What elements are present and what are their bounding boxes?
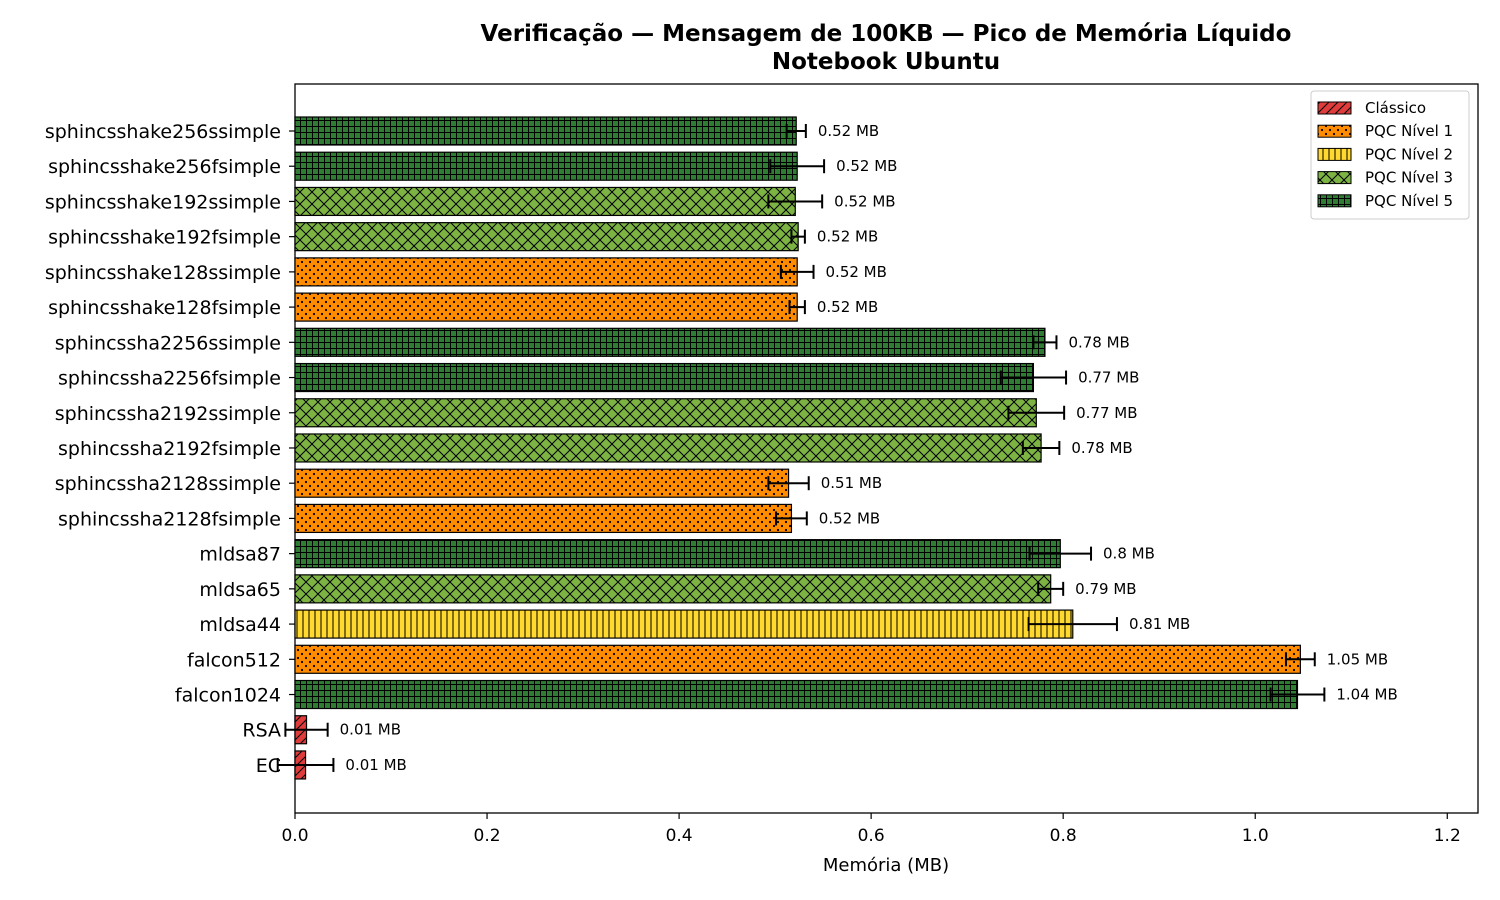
legend-swatch-classico <box>1317 101 1352 115</box>
chart-subtitle: Notebook Ubuntu <box>772 49 1000 75</box>
data-label: 0.52 MB <box>819 509 880 527</box>
y-tick-label: sphincssha2192fsimple <box>58 438 281 460</box>
y-tick-label: sphincsshake128fsimple <box>48 297 281 319</box>
y-tick-label: mldsa65 <box>199 579 281 601</box>
legend: Clássico PQC Nível 1 PQC Nível 2 PQC Nível … <box>1310 90 1470 220</box>
y-tick-label: sphincsshake128ssimple <box>45 262 281 284</box>
x-tick-label: 1.2 <box>1434 826 1461 846</box>
x-axis-label: Memória (MB) <box>823 855 949 876</box>
legend-label: PQC Nível 5 <box>1365 192 1453 210</box>
data-label: 0.81 MB <box>1129 615 1190 633</box>
bar-falcon512 <box>294 644 1301 674</box>
y-tick-label: falcon1024 <box>175 685 281 707</box>
bar-sphincsshake192fsimple <box>294 222 799 252</box>
chart-title: Verificação — Mensagem de 100KB — Pico d… <box>481 21 1292 47</box>
data-label: 0.52 MB <box>826 263 887 281</box>
data-label: 0.8 MB <box>1103 545 1155 563</box>
y-tick-label: falcon512 <box>187 649 281 671</box>
bar-sphincssha2192ssimple <box>294 398 1037 428</box>
data-label: 0.01 MB <box>340 721 401 739</box>
data-label: 1.05 MB <box>1327 650 1388 668</box>
bar-sphincssha2128fsimple <box>294 503 793 534</box>
data-label: 1.04 MB <box>1336 686 1397 704</box>
data-label: 0.52 MB <box>817 298 878 316</box>
bar-sphincssha2192fsimple <box>294 433 1042 463</box>
bar-sphincsshake128fsimple <box>294 292 798 322</box>
y-tick-label: sphincssha2256fsimple <box>58 368 281 390</box>
x-tick-label: 0.0 <box>281 826 308 846</box>
bar-sphincssha2128ssimple <box>294 468 790 498</box>
y-tick-label: sphincssha2256ssimple <box>55 332 281 354</box>
bar-sphincsshake256fsimple <box>294 151 798 181</box>
bar-mldsa87 <box>294 539 1061 569</box>
data-label: 0.51 MB <box>821 474 882 492</box>
y-tick-label: EC <box>256 755 281 777</box>
data-label: 0.01 MB <box>345 756 406 774</box>
data-label: 0.52 MB <box>836 157 897 175</box>
data-label: 0.78 MB <box>1071 439 1132 457</box>
bar-sphincsshake128ssimple <box>294 257 798 287</box>
x-tick-label: 0.4 <box>666 826 693 846</box>
data-label: 0.77 MB <box>1078 369 1139 387</box>
legend-swatch-n5 <box>1317 194 1352 208</box>
y-tick-label: sphincsshake192fsimple <box>48 227 281 249</box>
x-axis: 0.0 0.2 0.4 0.6 0.8 1.0 1.2 <box>281 813 1461 846</box>
legend-label: Clássico <box>1365 99 1426 117</box>
legend-label: PQC Nível 1 <box>1365 122 1453 140</box>
bars-layer: 0.52 MB 0.52 MB 0.52 MB 0.52 MB 0.52 MB 0.52 … <box>276 116 1398 780</box>
y-tick-label: mldsa87 <box>199 544 281 566</box>
x-tick-label: 0.6 <box>858 826 885 846</box>
x-tick-label: 0.8 <box>1050 826 1077 846</box>
data-label: 0.78 MB <box>1068 333 1129 351</box>
data-label: 0.52 MB <box>817 228 878 246</box>
legend-swatch-n1 <box>1317 124 1352 138</box>
data-label: 0.79 MB <box>1075 580 1136 598</box>
y-tick-label: sphincsshake256ssimple <box>45 121 281 143</box>
bar-sphincsshake192ssimple <box>294 186 796 217</box>
data-label: 0.52 MB <box>818 122 879 140</box>
x-tick-label: 1.0 <box>1242 826 1269 846</box>
y-tick-label: sphincsshake192ssimple <box>45 191 281 213</box>
bar-sphincsshake256ssimple <box>294 116 797 146</box>
y-tick-label: sphincssha2128fsimple <box>58 508 281 530</box>
bar-sphincssha2256fsimple <box>294 362 1035 393</box>
y-tick-label: sphincssha2128ssimple <box>55 473 281 495</box>
legend-label: PQC Nível 2 <box>1365 145 1453 163</box>
data-label: 0.52 MB <box>834 192 895 210</box>
bar-mldsa65 <box>294 574 1052 604</box>
y-tick-label: mldsa44 <box>199 614 281 636</box>
y-axis: sphincsshake256ssimple sphincsshake256fsi… <box>45 121 295 777</box>
legend-box <box>1310 90 1470 220</box>
legend-swatch-n3 <box>1317 171 1352 185</box>
y-tick-label: sphincsshake256fsimple <box>48 156 281 178</box>
bar-mldsa44 <box>294 609 1074 639</box>
legend-swatch-n2 <box>1317 147 1352 161</box>
y-tick-label: RSA <box>242 720 281 742</box>
bar-falcon1024 <box>294 679 1299 710</box>
y-tick-label: sphincssha2192ssimple <box>55 403 281 425</box>
bar-sphincssha2256ssimple <box>294 327 1046 357</box>
legend-label: PQC Nível 3 <box>1365 169 1453 187</box>
data-label: 0.77 MB <box>1076 404 1137 422</box>
x-tick-label: 0.2 <box>474 826 501 846</box>
